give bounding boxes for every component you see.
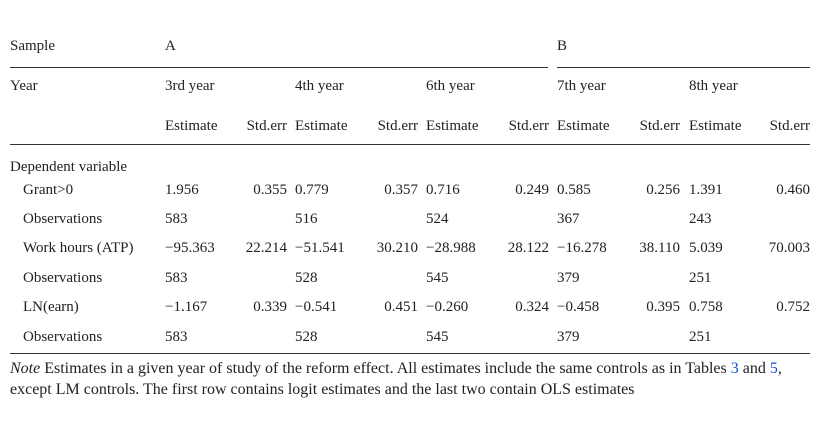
rule	[10, 353, 810, 354]
cell: −95.363	[165, 240, 215, 256]
header-label: Year	[10, 78, 38, 94]
cell: 0.716	[426, 182, 460, 198]
cell: 0.585	[557, 182, 591, 198]
year-header: 6th year	[426, 78, 475, 94]
cell: −0.458	[557, 299, 600, 315]
note-text: and	[738, 360, 770, 377]
column-header: Estimate	[165, 118, 218, 134]
column-header: Std.err	[246, 118, 287, 134]
note-text: Estimates in a given year of study of th…	[40, 360, 731, 377]
cell: 0.451	[384, 299, 418, 315]
cell: 379	[557, 329, 580, 345]
column-header: Estimate	[557, 118, 610, 134]
year-header: 8th year	[689, 78, 738, 94]
rule	[10, 67, 548, 68]
section-label: Dependent variable	[10, 159, 128, 175]
cell: 516	[295, 211, 318, 227]
cell: 528	[295, 270, 318, 286]
column-header: Estimate	[689, 118, 742, 134]
rule	[557, 67, 810, 68]
cell: −16.278	[557, 240, 607, 256]
column-header: Std.err	[639, 118, 680, 134]
column-header: Std.err	[508, 118, 549, 134]
year-header: 7th year	[557, 78, 606, 94]
cell: 1.391	[689, 182, 723, 198]
column-header: Std.err	[769, 118, 810, 134]
year-header: 4th year	[295, 78, 344, 94]
cell: 0.256	[646, 182, 680, 198]
note-label: Note	[10, 360, 41, 377]
cell: 528	[295, 329, 318, 345]
cell: 1.956	[165, 182, 199, 198]
cell: 0.357	[384, 182, 418, 198]
header-label: Sample	[10, 38, 55, 54]
cell: 243	[689, 211, 712, 227]
cell: 5.039	[689, 240, 723, 256]
column-header: Estimate	[426, 118, 479, 134]
cell: 583	[165, 329, 188, 345]
group-label: A	[165, 38, 176, 54]
row-label: Observations	[23, 270, 103, 286]
cell: 38.110	[639, 240, 680, 256]
cell: −28.988	[426, 240, 476, 256]
cell: −51.541	[295, 240, 345, 256]
cell: 70.003	[768, 240, 810, 256]
cell: 28.122	[507, 240, 549, 256]
column-header: Estimate	[295, 118, 348, 134]
cell: 0.758	[689, 299, 723, 315]
table-ref: 5	[769, 360, 778, 377]
cell: 545	[426, 329, 449, 345]
cell: 583	[165, 270, 188, 286]
group-label: B	[557, 38, 568, 54]
row-label: Observations	[23, 329, 103, 345]
cell: 0.395	[646, 299, 680, 315]
note: Note Estimates in a given year of study …	[10, 358, 810, 400]
cell: 30.210	[376, 240, 418, 256]
column-header: Std.err	[377, 118, 418, 134]
cell: 0.779	[295, 182, 329, 198]
note-text: , except LM controls. The first row cont…	[10, 360, 782, 398]
row-label: Observations	[23, 211, 103, 227]
cell: 379	[557, 270, 580, 286]
rule	[10, 144, 810, 145]
table-ref: 3	[730, 360, 739, 377]
year-header: 3rd year	[165, 78, 215, 94]
cell: 524	[426, 211, 449, 227]
cell: −0.260	[426, 299, 469, 315]
cell: 0.355	[253, 182, 287, 198]
cell: 251	[689, 329, 712, 345]
cell: 0.752	[776, 299, 810, 315]
cell: 545	[426, 270, 449, 286]
cell: 0.339	[253, 299, 287, 315]
cell: 367	[557, 211, 580, 227]
cell: 0.460	[776, 182, 810, 198]
cell: −1.167	[165, 299, 208, 315]
cell: −0.541	[295, 299, 338, 315]
row-label: Grant>0	[23, 182, 74, 198]
row-label: LN(earn)	[23, 299, 79, 315]
cell: 0.324	[515, 299, 549, 315]
cell: 251	[689, 270, 712, 286]
cell: 0.249	[515, 182, 549, 198]
cell: 583	[165, 211, 188, 227]
row-label: Work hours (ATP)	[23, 240, 134, 256]
cell: 22.214	[245, 240, 287, 256]
